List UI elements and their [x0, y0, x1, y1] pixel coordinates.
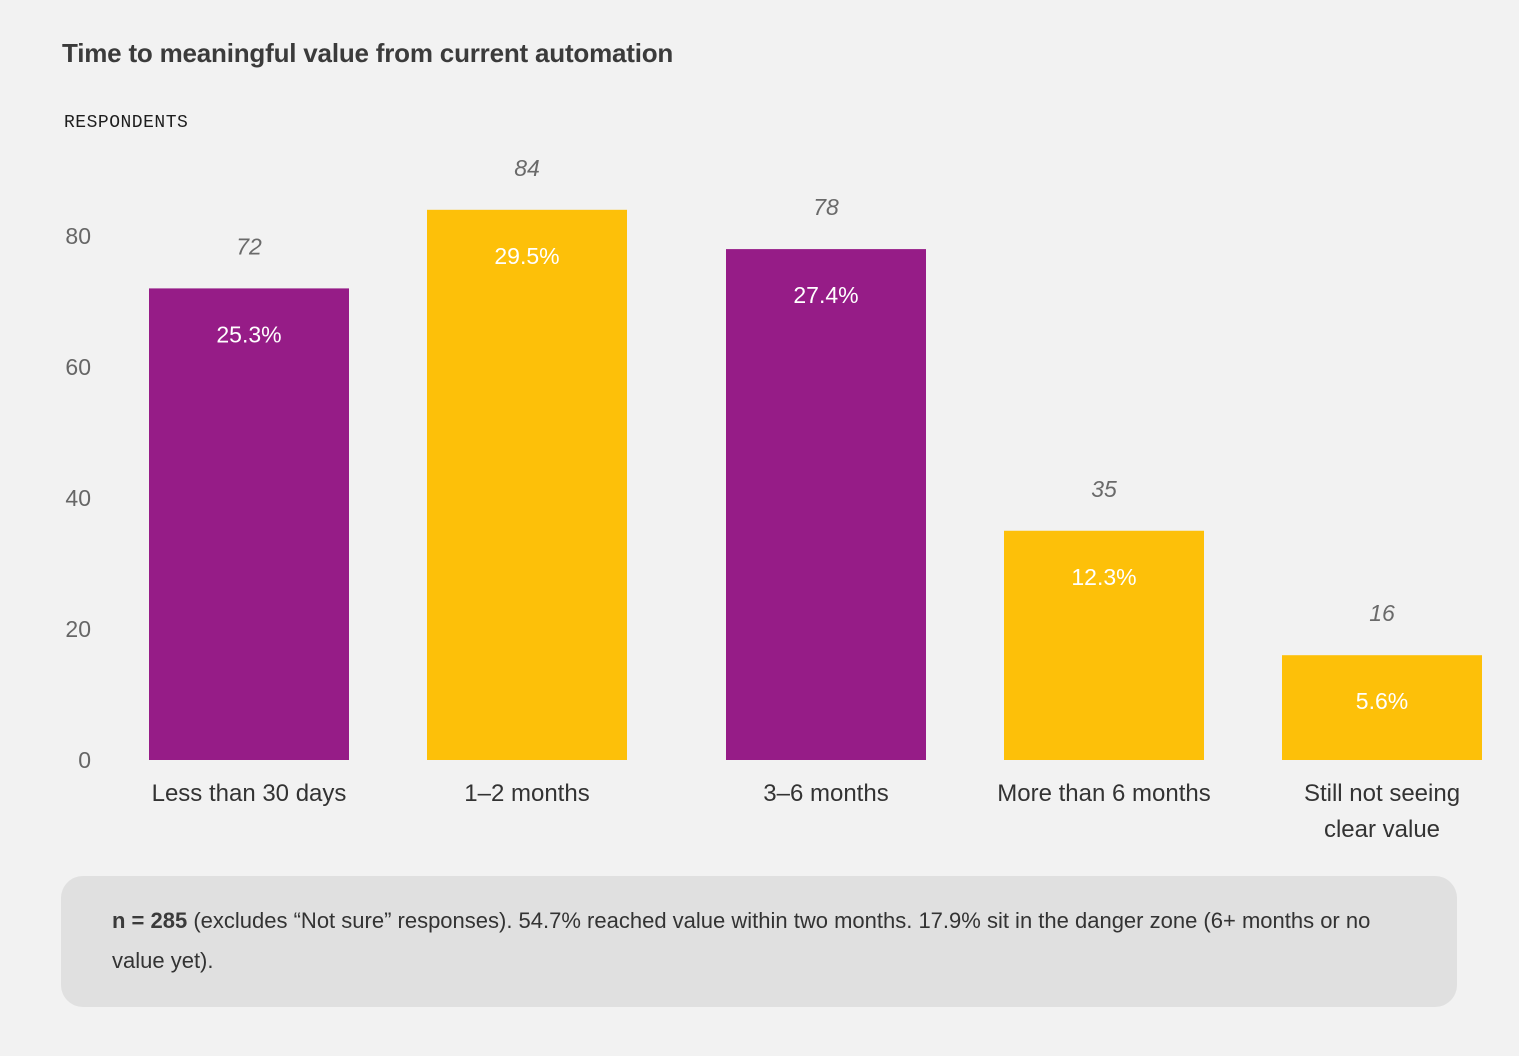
bar: [1004, 530, 1204, 760]
y-tick-label: 60: [65, 354, 91, 380]
bar-value-label: 72: [236, 233, 262, 259]
footnote-text: (excludes “Not sure” responses). 54.7% r…: [112, 908, 1371, 973]
bar-value-label: 78: [813, 194, 839, 220]
bar-chart: 0 20 40 60 80 72 25.3% 84 29.5% 78 27.4% 35 12.3% 16…: [65, 155, 1482, 843]
bar-percent-label: 12.3%: [1071, 564, 1136, 590]
y-axis-label: RESPONDENTS: [64, 113, 189, 133]
x-category-label: 3–6 months: [763, 780, 888, 807]
y-tick-label: 20: [65, 616, 91, 642]
x-category-label: More than 6 months: [997, 780, 1210, 807]
bar-value-label: 16: [1369, 600, 1395, 626]
x-category-label: 1–2 months: [464, 780, 589, 807]
sample-size: n = 285: [112, 908, 188, 933]
bar-percent-label: 29.5%: [494, 243, 559, 269]
footnote-panel: n = 285 (excludes “Not sure” responses).…: [61, 876, 1457, 1007]
y-axis-ticks: 0 20 40 60 80: [65, 223, 91, 773]
bar-value-label: 35: [1091, 476, 1117, 502]
y-tick-label: 40: [65, 485, 91, 511]
bar-value-label: 84: [514, 155, 540, 181]
x-category-label: clear value: [1324, 816, 1440, 843]
y-tick-label: 80: [65, 223, 91, 249]
bar: [1282, 655, 1482, 760]
bar: [149, 288, 349, 760]
chart-title: Time to meaningful value from current au…: [62, 38, 674, 68]
x-axis-categories: Less than 30 days 1–2 months 3–6 months Mor…: [152, 780, 1460, 843]
x-category-label: Less than 30 days: [152, 780, 347, 807]
bars-group: 72 25.3% 84 29.5% 78 27.4% 35 12.3% 16 5.6%: [149, 155, 1482, 761]
bar-percent-label: 25.3%: [216, 321, 281, 347]
bar-percent-label: 27.4%: [793, 282, 858, 308]
x-category-label: Still not seeing: [1304, 780, 1460, 807]
bar-percent-label: 5.6%: [1356, 688, 1408, 714]
bar: [427, 209, 627, 761]
bar: [726, 249, 926, 760]
y-tick-label: 0: [78, 747, 91, 773]
